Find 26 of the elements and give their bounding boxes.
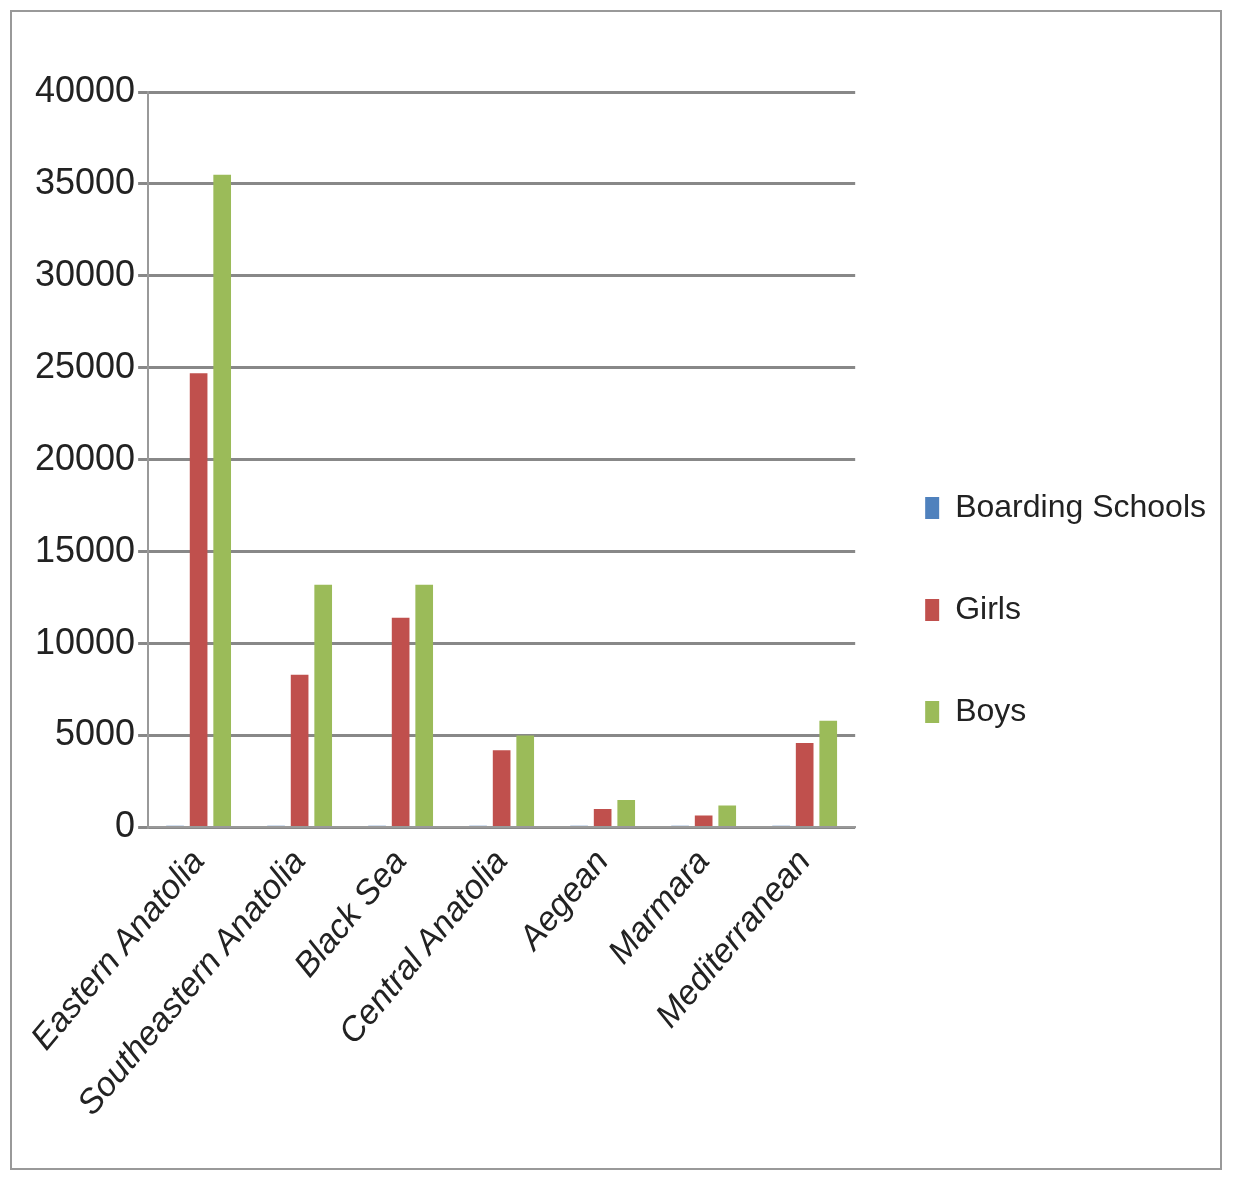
bar — [492, 750, 511, 826]
bar — [415, 584, 434, 826]
y-tick-label: 25000 — [35, 344, 136, 386]
bar — [314, 584, 333, 826]
y-tick-label: 40000 — [35, 68, 136, 110]
bar — [617, 799, 636, 826]
bar — [516, 735, 535, 826]
y-tick-label: 30000 — [35, 252, 136, 294]
y-tick-label: 0 — [115, 804, 136, 846]
bar — [718, 805, 737, 826]
bar — [290, 674, 309, 826]
legend-label: Boarding Schools — [955, 487, 1206, 524]
y-tick-label: 15000 — [35, 528, 136, 570]
bar — [819, 720, 838, 826]
legend-label: Girls — [955, 589, 1021, 626]
bar — [593, 809, 612, 826]
y-tick-label: 20000 — [35, 436, 136, 478]
legend-label: Boys — [955, 691, 1027, 728]
bar — [391, 617, 410, 826]
y-tick-label: 10000 — [35, 620, 136, 662]
bar — [795, 742, 814, 826]
y-tick-label: 35000 — [35, 160, 136, 202]
bar — [189, 373, 208, 826]
bar — [213, 174, 232, 826]
y-tick-label: 5000 — [55, 712, 136, 754]
bar — [694, 815, 713, 826]
